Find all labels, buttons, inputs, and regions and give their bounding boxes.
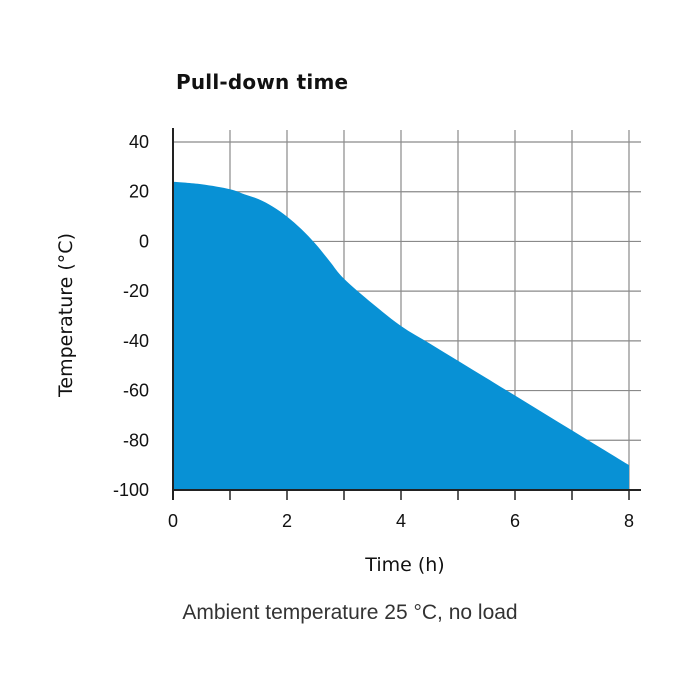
axes	[172, 128, 641, 500]
y-axis-label: Temperature (°C)	[55, 233, 77, 398]
x-axis-label: Time (h)	[364, 554, 444, 576]
y-tick-label: -40	[123, 331, 149, 351]
x-tick-label: 2	[282, 511, 292, 531]
y-tick-label: -80	[123, 430, 149, 450]
x-tick-labels: 0 2 4 6 8	[168, 511, 634, 531]
y-tick-label: 20	[129, 182, 149, 202]
y-tick-labels: 40 20 0 -20 -40 -60 -80 -100	[113, 132, 149, 500]
y-tick-label: -20	[123, 281, 149, 301]
x-tick-label: 4	[396, 511, 406, 531]
x-tick-label: 6	[510, 511, 520, 531]
y-tick-label: 0	[139, 231, 149, 251]
x-tick-label: 0	[168, 511, 178, 531]
y-tick-label: -60	[123, 381, 149, 401]
y-tick-label: -100	[113, 480, 149, 500]
chart-caption: Ambient temperature 25 °C, no load	[182, 601, 518, 624]
y-tick-label: 40	[129, 132, 149, 152]
x-tick-label: 8	[624, 511, 634, 531]
chart-title: Pull-down time	[176, 70, 349, 94]
area-series	[173, 181, 629, 490]
